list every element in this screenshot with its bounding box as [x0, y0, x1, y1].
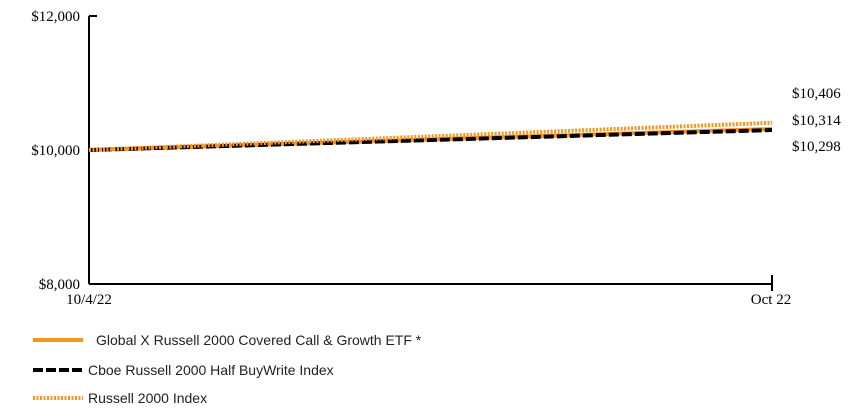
y-tick-group: $12,000 $10,000 $8,000: [31, 9, 97, 293]
legend-label-russell-2000: Russell 2000 Index: [88, 390, 207, 406]
series-line-russell-2000: [88, 120, 773, 152]
y-tick-label: $12,000: [31, 9, 80, 25]
x-tick-label: Oct 22: [751, 292, 791, 308]
x-tick-group: 10/4/22 Oct 22: [66, 275, 791, 308]
y-tick-label: $8,000: [39, 277, 80, 293]
end-label-group: $10,406 $10,314 $10,298: [792, 86, 841, 155]
legend-label-buywrite-index: Cboe Russell 2000 Half BuyWrite Index: [88, 362, 334, 378]
end-label-russell-2000: $10,406: [792, 86, 841, 102]
end-label-buywrite-index: $10,298: [792, 139, 841, 155]
series-group: [88, 120, 773, 152]
legend-label-etf: Global X Russell 2000 Covered Call & Gro…: [96, 332, 422, 348]
y-tick-label: $10,000: [31, 143, 80, 159]
x-tick-label: 10/4/22: [66, 292, 112, 308]
end-label-etf: $10,314: [792, 113, 841, 129]
legend: Global X Russell 2000 Covered Call & Gro…: [33, 332, 422, 406]
